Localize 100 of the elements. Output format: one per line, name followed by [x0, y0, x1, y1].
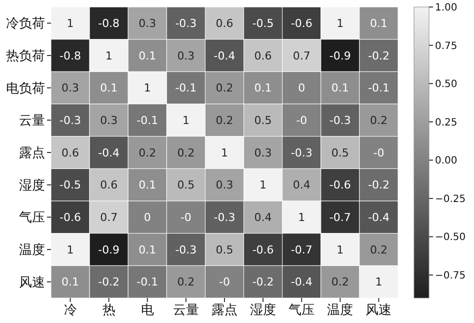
- data-label: -0.3: [329, 114, 351, 128]
- data-label: 0.1: [254, 82, 272, 95]
- data-label: -0.3: [175, 243, 197, 256]
- data-label: 0.2: [177, 276, 195, 289]
- data-label: -0.5: [60, 178, 82, 192]
- data-label: 0.1: [138, 243, 156, 256]
- color-bar-label: 0.50: [435, 79, 458, 90]
- data-label: -0.2: [252, 276, 274, 289]
- data-label: -0.9: [329, 49, 351, 62]
- data-label: -0.6: [60, 211, 82, 224]
- data-label: -0.3: [214, 211, 236, 224]
- data-label: 0.1: [331, 82, 349, 95]
- data-label: 0.2: [216, 114, 234, 128]
- x-tick-label: 露点: [212, 303, 238, 318]
- data-label: -0.4: [368, 211, 390, 224]
- x-tick-label: 温度: [327, 302, 354, 318]
- data-label: 0.5: [216, 243, 234, 256]
- data-label: -0.7: [329, 211, 351, 224]
- data-label: 1: [66, 243, 74, 256]
- data-label: 1: [66, 17, 74, 30]
- data-label: 0.6: [254, 49, 272, 62]
- color-bar-label: −0.75: [435, 270, 466, 282]
- data-label: 0.3: [177, 49, 195, 62]
- x-tick-label: 气压: [288, 303, 315, 318]
- color-bar-label: 1.00: [435, 2, 458, 14]
- data-label: -0.5: [252, 17, 274, 30]
- data-label: 1: [336, 243, 344, 256]
- y-tick-label: 温度: [19, 242, 45, 258]
- data-label: 0.4: [254, 211, 272, 224]
- x-tick-label: 湿度: [250, 302, 276, 318]
- data-label: 0: [144, 211, 151, 224]
- data-label: 0.3: [62, 82, 80, 95]
- x-tick-label: 冷: [64, 303, 77, 318]
- data-label: -0.4: [214, 49, 236, 62]
- data-label: 1: [144, 82, 151, 95]
- data-label: -0.6: [290, 17, 312, 30]
- data-label: 1: [105, 49, 112, 62]
- y-tick-label: 热负荷: [6, 49, 45, 64]
- data-label: 0.1: [138, 178, 156, 192]
- data-label: 0.7: [292, 49, 310, 62]
- data-label: -0.8: [98, 17, 120, 30]
- data-label: -0.1: [175, 82, 197, 95]
- y-tick-label: 风速: [19, 275, 45, 290]
- data-label: 0.4: [292, 178, 310, 192]
- data-label: 0.1: [370, 17, 388, 30]
- data-label: -0.8: [60, 49, 82, 62]
- data-label: -0.3: [290, 146, 312, 160]
- color-bar-label: −0.25: [435, 194, 466, 205]
- color-bar-label: 0.75: [435, 40, 458, 52]
- data-label: -0.2: [368, 178, 390, 192]
- data-label: -0.6: [329, 178, 351, 192]
- data-label: -0: [219, 276, 230, 289]
- data-label: -0: [180, 211, 192, 224]
- data-label: 0.2: [216, 82, 234, 95]
- data-label: 0.6: [62, 146, 80, 160]
- data-label: 1: [298, 211, 306, 224]
- x-tick-label: 云量: [172, 303, 199, 318]
- data-label: 0.1: [100, 82, 118, 95]
- data-label: 0.6: [100, 178, 118, 192]
- y-tick-label: 电负荷: [6, 81, 45, 96]
- data-label: 0.3: [254, 146, 272, 160]
- data-label: 0.5: [331, 146, 349, 160]
- data-label: -0.4: [98, 146, 120, 160]
- data-label: -0.4: [290, 276, 312, 289]
- data-label: -0.2: [368, 49, 390, 62]
- data-label: 1: [182, 114, 190, 128]
- x-tick-label: 电: [140, 303, 154, 318]
- data-label: 0.1: [62, 276, 80, 289]
- data-label: -0.3: [175, 17, 197, 30]
- data-label: -0: [373, 146, 384, 160]
- data-label: 0.2: [370, 114, 388, 128]
- data-label: 1: [221, 146, 228, 160]
- data-label: 0: [298, 82, 306, 95]
- data-label: 0.6: [216, 17, 234, 30]
- data-label: 0.3: [138, 17, 156, 30]
- x-tick-label: 风速: [366, 303, 392, 318]
- data-label: 0.5: [254, 114, 272, 128]
- data-label: 0.2: [138, 146, 156, 160]
- y-tick-label: 露点: [19, 146, 45, 162]
- data-label: 1: [260, 178, 267, 192]
- data-label: -0.2: [98, 276, 120, 289]
- data-label: -0.1: [136, 276, 158, 289]
- color-bar-label: 0.25: [435, 117, 458, 128]
- data-label: 0.2: [177, 146, 195, 160]
- data-label: -0.3: [60, 114, 82, 128]
- data-label: 1: [375, 276, 382, 289]
- color-bar-label: −0.50: [435, 232, 466, 244]
- data-label: 0.7: [100, 211, 118, 224]
- data-label: -0.1: [136, 114, 158, 128]
- y-tick-label: 湿度: [19, 177, 45, 194]
- data-label: -0.6: [252, 243, 274, 256]
- data-label: 0.3: [100, 114, 118, 128]
- data-label: -0.9: [98, 243, 120, 256]
- data-label: -0.7: [290, 243, 312, 256]
- data-label: -0: [296, 114, 308, 128]
- data-label: 0.2: [370, 243, 388, 256]
- data-label: 0.3: [216, 178, 234, 192]
- y-tick-label: 云量: [19, 114, 45, 129]
- data-label: 1: [336, 17, 344, 30]
- data-label: 0.5: [177, 178, 195, 192]
